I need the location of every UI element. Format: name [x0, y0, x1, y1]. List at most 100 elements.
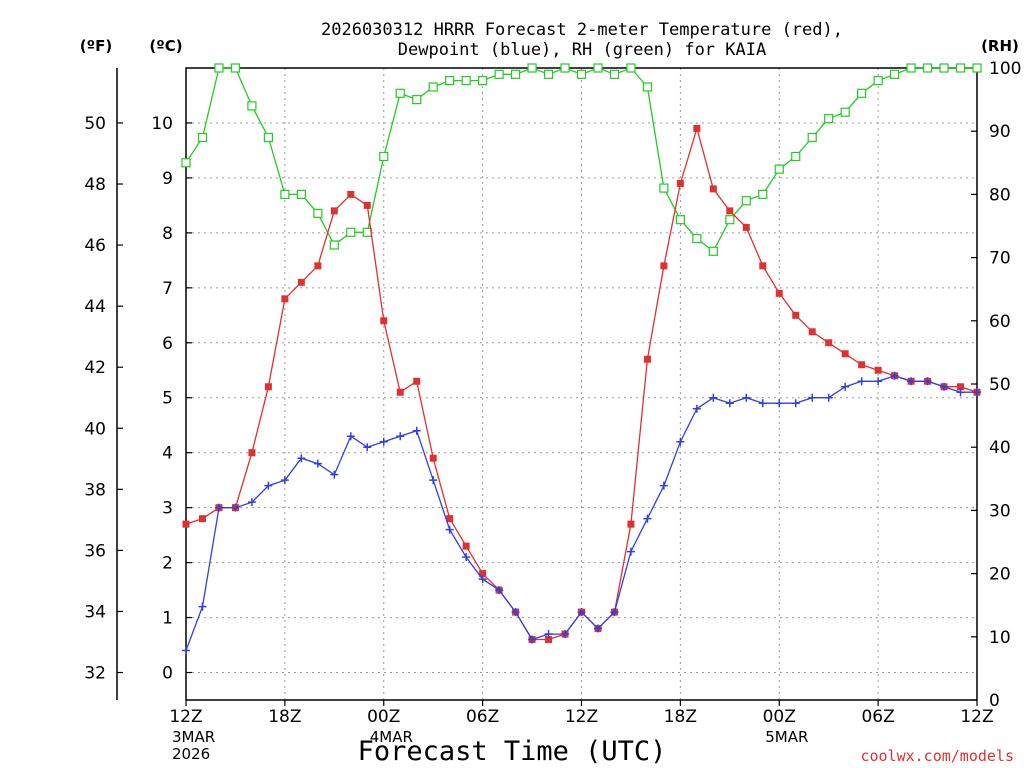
dewpoint-point	[643, 514, 652, 523]
rh-point	[955, 63, 966, 73]
celsius-tick-label: 4	[162, 444, 173, 464]
dewpoint-point	[313, 459, 322, 468]
rh-point	[494, 69, 504, 79]
dewpoint-point	[923, 377, 932, 386]
dewpoint-point	[544, 630, 553, 639]
temperature-point	[479, 570, 487, 578]
rh-point	[428, 82, 438, 92]
fahrenheit-tick-label: 46	[84, 236, 106, 256]
dewpoint-point	[692, 404, 701, 413]
rh-tick-label: 90	[989, 122, 1011, 142]
dewpoint-point	[363, 443, 372, 452]
rh-point	[461, 76, 471, 86]
dewpoint-point	[247, 498, 256, 507]
rh-point	[774, 164, 784, 174]
fahrenheit-tick-label: 42	[84, 358, 106, 378]
x-tick-label: 00Z	[367, 707, 400, 727]
celsius-unit-label: (ºC)	[149, 37, 182, 55]
dewpoint-point	[528, 635, 537, 644]
plot-area-frame	[185, 67, 978, 701]
temperature-point	[330, 207, 338, 215]
dewpoint-point	[791, 399, 800, 408]
x-tick-label: 18Z	[268, 707, 301, 727]
temperature-point	[297, 278, 305, 286]
dewpoint-point	[445, 525, 454, 534]
rh-tick-label: 80	[989, 185, 1011, 205]
dewpoint-point	[280, 476, 289, 485]
rh-point	[593, 63, 603, 73]
rh-point	[725, 215, 735, 225]
dewpoint-point	[412, 426, 421, 435]
dewpoint-point	[297, 454, 306, 463]
rh-tick-label: 50	[989, 375, 1011, 395]
dewpoint-point	[659, 481, 668, 490]
rh-point	[181, 158, 191, 168]
celsius-tick-label: 1	[162, 609, 173, 629]
fahrenheit-tick-label: 38	[84, 480, 106, 500]
rh-point	[741, 196, 751, 206]
dewpoint-point	[511, 608, 520, 617]
rh-point	[362, 227, 372, 237]
temperature-point	[775, 289, 783, 297]
temperature-point	[841, 350, 849, 358]
rh-point	[675, 215, 685, 225]
temperature-point	[957, 383, 965, 391]
rh-point	[230, 63, 241, 73]
rh-point	[197, 132, 208, 143]
temperature-point	[825, 339, 833, 347]
rh-point	[890, 69, 900, 79]
dewpoint-point	[824, 393, 833, 402]
dewpoint-point	[709, 393, 718, 402]
x-tick-label: 06Z	[861, 707, 894, 727]
x-tick-label: 12Z	[960, 707, 993, 727]
temperature-point	[693, 124, 701, 132]
dewpoint-point	[478, 575, 487, 584]
temperature-point	[545, 636, 553, 644]
rh-point	[609, 69, 620, 79]
rh-point	[395, 88, 405, 98]
date-label: 3MAR	[172, 728, 215, 746]
chart-title-line1: 2026030312 HRRR Forecast 2-meter Tempera…	[321, 20, 843, 40]
temperature-point	[742, 223, 750, 231]
rh-point	[840, 107, 850, 117]
dewpoint-point	[462, 553, 471, 562]
rh-point	[791, 151, 801, 162]
rh-point	[412, 94, 422, 105]
rh-point	[247, 101, 257, 111]
temperature-point	[660, 262, 668, 270]
dewpoint-point	[346, 432, 355, 441]
dewpoint-point	[198, 602, 207, 611]
dewpoint-point	[775, 399, 784, 408]
date-label: 4MAR	[370, 728, 413, 746]
rh-unit-label: (RH)	[981, 37, 1019, 55]
temperature-point	[446, 515, 454, 523]
celsius-tick-label: 5	[162, 389, 173, 409]
credit-label: coolwx.com/models	[860, 747, 1014, 765]
x-tick-label: 18Z	[664, 707, 697, 727]
dewpoint-point	[907, 377, 916, 386]
dewpoint-point	[973, 388, 981, 397]
celsius-tick-label: 7	[162, 279, 173, 299]
dewpoint-point	[231, 503, 240, 512]
fahrenheit-tick-label: 32	[84, 664, 106, 684]
rh-tick-label: 70	[989, 249, 1011, 269]
celsius-tick-label: 3	[162, 499, 173, 519]
temperature-point	[248, 449, 256, 457]
data-series	[181, 63, 982, 655]
rh-point	[626, 63, 636, 73]
x-tick-label: 06Z	[466, 707, 499, 727]
temperature-point	[396, 388, 404, 396]
dewpoint-point	[593, 624, 602, 633]
rh-point	[346, 227, 356, 237]
rh-point	[906, 63, 916, 73]
rh-point	[824, 113, 834, 124]
fahrenheit-tick-label: 36	[84, 541, 106, 561]
dewpoint-point	[396, 432, 405, 441]
dewpoint-point	[676, 437, 685, 446]
rh-point	[313, 208, 323, 218]
dewpoint-point	[379, 437, 388, 446]
gridlines	[186, 68, 977, 700]
rh-point	[659, 183, 669, 193]
